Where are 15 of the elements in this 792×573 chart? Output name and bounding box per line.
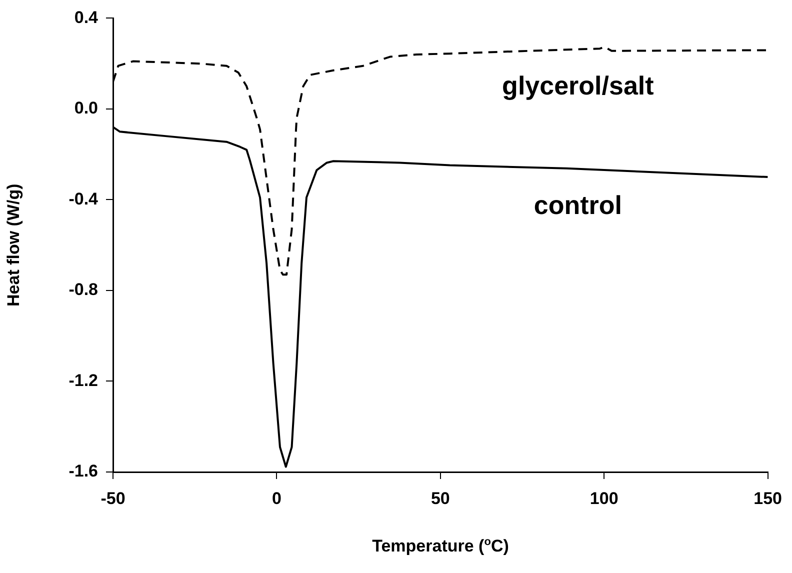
y-tick-label: 0.0 — [74, 98, 98, 118]
y-tick-label: -1.6 — [68, 462, 98, 481]
y-tick-label: 0.4 — [74, 8, 99, 27]
x-tick-label: 50 — [430, 488, 450, 508]
y-axis-title: Heat flow (W/g) — [4, 184, 23, 306]
y-tick-label: -0.8 — [68, 280, 98, 300]
x-tick-label: 100 — [590, 488, 618, 508]
y-tick-label: -1.2 — [68, 370, 98, 390]
y-tick-label: -0.4 — [68, 189, 99, 208]
series-label: glycerol/salt — [502, 70, 654, 100]
x-axis-title: Temperature ($^{o}$C) — [371, 536, 510, 557]
x-tick-label: 0 — [272, 488, 282, 508]
x-tick-label: 150 — [754, 488, 782, 508]
series-label: control — [534, 190, 622, 220]
x-tick-label: -50 — [100, 488, 126, 508]
